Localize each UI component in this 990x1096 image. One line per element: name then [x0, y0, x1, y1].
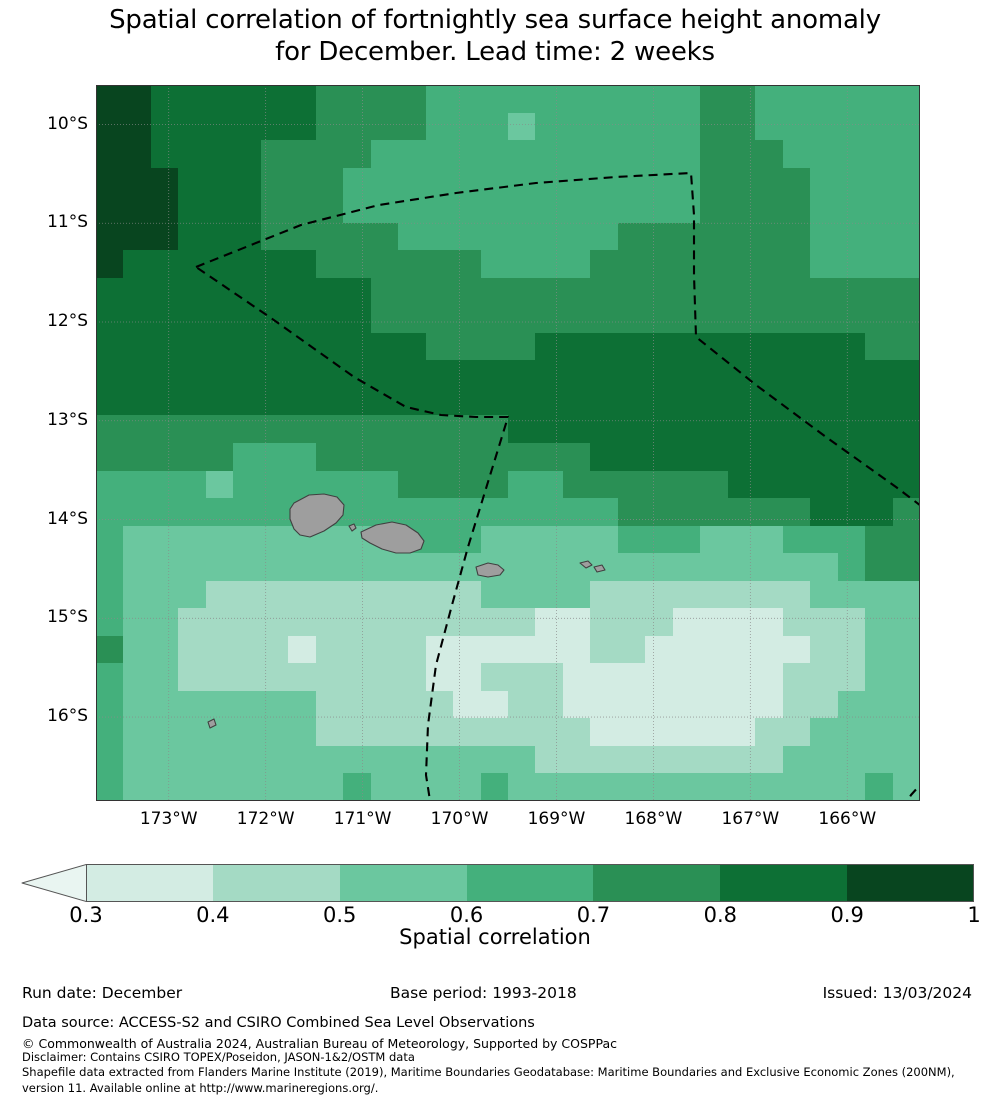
x-tick-label: 167°W	[721, 809, 780, 829]
run-date: Run date: December	[22, 984, 183, 1002]
colorbar-band	[212, 864, 340, 902]
chart-title-line1: Spatial correlation of fortnightly sea s…	[109, 5, 881, 35]
colorbar-band	[847, 864, 974, 902]
metadata-row: Run date: December Base period: 1993-201…	[0, 983, 990, 1005]
colorbar-tick-label: 1	[967, 903, 981, 927]
x-tick-label: 170°W	[430, 809, 489, 829]
colorbar-band	[339, 864, 467, 902]
colorbar-tick-label: 0.8	[703, 903, 737, 927]
colorbar-band	[466, 864, 594, 902]
x-tick-label: 166°W	[818, 809, 877, 829]
shapefile-attribution-text: Shapefile data extracted from Flanders M…	[22, 1065, 955, 1095]
colorbar-band	[593, 864, 721, 902]
colorbar-tick-label: 0.5	[323, 903, 357, 927]
y-tick-label: 13°S	[47, 409, 88, 430]
chart-title: Spatial correlation of fortnightly sea s…	[0, 4, 990, 68]
colorbar-outline	[86, 864, 974, 902]
issued-date: Issued: 13/03/2024	[822, 984, 972, 1002]
colorbar-band	[720, 864, 848, 902]
colorbar-tick-label: 0.4	[196, 903, 230, 927]
colorbar-tick-label: 0.6	[449, 903, 484, 927]
disclaimer-text: Disclaimer: Contains CSIRO TOPEX/Poseido…	[22, 1050, 415, 1064]
colorbar-tick-label: 0.7	[576, 903, 611, 927]
y-tick-label: 10°S	[47, 113, 88, 134]
y-tick-label: 14°S	[47, 508, 88, 529]
copyright-text: © Commonwealth of Australia 2024, Austra…	[22, 1036, 617, 1051]
y-tick-label: 12°S	[47, 311, 88, 332]
colorbar-band	[86, 864, 213, 902]
colorbar-tick-label: 0.3	[69, 903, 103, 927]
colorbar-tick-label: 0.9	[830, 903, 864, 927]
y-tick-label: 11°S	[47, 212, 88, 233]
base-period: Base period: 1993-2018	[390, 984, 577, 1002]
y-tick-label: 15°S	[47, 607, 88, 628]
data-source-text: Data source: ACCESS-S2 and CSIRO Combine…	[22, 1015, 535, 1031]
colorbar-label: Spatial correlation	[399, 925, 591, 949]
colorbar-extend-arrow	[21, 864, 88, 902]
latitude-tick-labels: 10°S 11°S 12°S 13°S 14°S 15°S 16°S	[0, 0, 96, 1095]
x-tick-label: 169°W	[527, 809, 586, 829]
colorbar-region: 0.3 0.4 0.5 0.6 0.7 0.8 0.9 1	[0, 864, 990, 926]
x-tick-label: 168°W	[624, 809, 683, 829]
x-tick-label: 173°W	[139, 809, 198, 829]
chart-title-line2: for December. Lead time: 2 weeks	[275, 37, 715, 67]
y-tick-label: 16°S	[47, 706, 88, 727]
x-tick-label: 172°W	[236, 809, 295, 829]
colorbar-extend-triangle	[21, 864, 88, 902]
colorbar-bands	[86, 864, 974, 902]
x-tick-label: 171°W	[333, 809, 392, 829]
